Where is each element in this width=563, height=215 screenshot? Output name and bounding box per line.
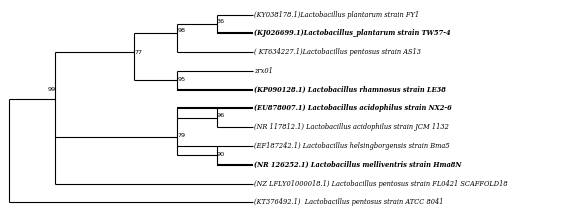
Text: zrx01: zrx01 xyxy=(254,67,272,75)
Text: (NR 126252.1) Lactobacillus melliventris strain Hma8N: (NR 126252.1) Lactobacillus melliventris… xyxy=(254,161,461,169)
Text: 36: 36 xyxy=(217,19,225,24)
Text: 79: 79 xyxy=(177,134,185,138)
Text: (NR 117812.1) Lactobacillus acidophilus strain JCM 1132: (NR 117812.1) Lactobacillus acidophilus … xyxy=(254,123,449,131)
Text: 99: 99 xyxy=(48,88,56,92)
Text: (NZ LFLY01000018.1) Lactobacillus pentosus strain FL0421 SCAFFOLD18: (NZ LFLY01000018.1) Lactobacillus pentos… xyxy=(254,180,507,187)
Text: (KP090128.1) Lactobacillus rhamnosus strain LE38: (KP090128.1) Lactobacillus rhamnosus str… xyxy=(254,86,445,94)
Text: ( KT634227.1)Lactobacillus pentosus strain AS13: ( KT634227.1)Lactobacillus pentosus stra… xyxy=(254,48,421,56)
Text: 95: 95 xyxy=(177,77,185,82)
Text: (EU878007.1) Lactobacillus acidophilus strain NX2-6: (EU878007.1) Lactobacillus acidophilus s… xyxy=(254,104,452,112)
Text: (KY038178.1)Lactobacillus plantarum strain FY1: (KY038178.1)Lactobacillus plantarum stra… xyxy=(254,11,419,18)
Text: (EF187242.1) Lactobacillus helsingborgensis strain Bma5: (EF187242.1) Lactobacillus helsingborgen… xyxy=(254,142,449,150)
Text: (KT376492.1)  Lactobacillus pentosus strain ATCC 8041: (KT376492.1) Lactobacillus pentosus stra… xyxy=(254,198,443,206)
Text: 90: 90 xyxy=(217,152,225,157)
Text: 77: 77 xyxy=(134,50,142,55)
Text: 98: 98 xyxy=(177,28,185,33)
Text: 96: 96 xyxy=(217,113,225,118)
Text: (KJ026699.1)Lactobacillus_plantarum strain TW57-4: (KJ026699.1)Lactobacillus_plantarum stra… xyxy=(254,29,450,37)
